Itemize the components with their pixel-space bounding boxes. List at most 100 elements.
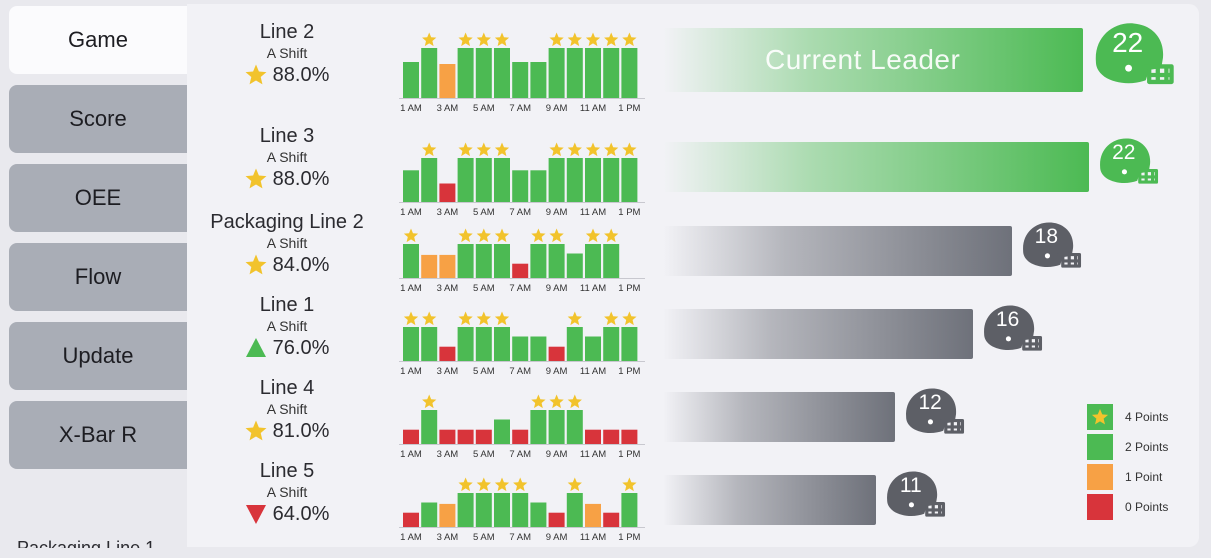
hour-bar (494, 48, 510, 98)
helmet-points-value: 22 (1112, 141, 1136, 165)
line-name: Line 4 (259, 377, 315, 399)
time-tick-label: 7 AM (509, 532, 531, 543)
hour-bar (457, 327, 474, 361)
hour-bar (585, 244, 601, 278)
star-icon (549, 228, 564, 243)
helmet-points-value: 18 (1034, 225, 1058, 249)
nav-button-update[interactable]: Update (9, 322, 187, 390)
hour-bar (566, 48, 583, 98)
star-icon (245, 420, 267, 441)
time-tick-label: 3 AM (437, 532, 459, 543)
nav-button-game[interactable]: Game (9, 6, 187, 74)
points-bar (663, 142, 1089, 192)
hour-bar (530, 244, 547, 278)
legend-item: 0 Points (1087, 494, 1199, 520)
star-icon (567, 477, 582, 492)
hour-bar (530, 62, 547, 98)
line-score-value: 81.0% (272, 420, 330, 442)
line-score-value: 64.0% (272, 503, 330, 525)
helmet-points-value: 22 (1112, 26, 1144, 58)
time-tick-label: 7 AM (509, 207, 531, 218)
hour-bar (475, 327, 492, 361)
line-score: 88.0% (187, 166, 387, 192)
game-board: Line 2 A Shift 88.0% 1 AM 3 AM 5 AM 7 AM 9 AM 11… (187, 4, 1199, 547)
helmet-points-value: 16 (995, 308, 1020, 332)
hour-bar (403, 244, 419, 278)
hour-bar (621, 327, 638, 361)
hour-bar (548, 410, 565, 444)
hour-bar (475, 158, 492, 202)
points-bar (663, 226, 1012, 276)
time-tick-label: 5 AM (473, 366, 495, 377)
line-info: Line 5 A Shift 64.0% (187, 459, 387, 527)
time-tick-label: 9 AM (546, 532, 568, 543)
star-icon (622, 32, 637, 47)
star-icon (476, 477, 491, 492)
time-tick-label: 9 AM (546, 207, 568, 218)
star-icon (567, 32, 582, 47)
hour-bar (403, 327, 419, 361)
hour-bar (603, 48, 620, 98)
time-tick-label: 1 PM (618, 207, 640, 218)
hour-bar (530, 336, 547, 361)
line-row: Line 2 A Shift 88.0% 1 AM 3 AM 5 AM 7 AM 9 AM 11… (187, 20, 1199, 114)
legend-label: 4 Points (1125, 410, 1169, 424)
star-icon (513, 477, 528, 492)
star-icon (476, 311, 491, 326)
hour-bar (494, 327, 510, 361)
nav-button-oee[interactable]: OEE (9, 164, 187, 232)
hourly-points-chart: 1 AM 3 AM 5 AM 7 AM 9 AM 11 AM 1 PM (399, 32, 645, 114)
nav-button-score[interactable]: Score (9, 85, 187, 153)
hour-bar (512, 429, 529, 444)
sidebar-nav: Game Score OEE Flow Update X-Bar R (0, 0, 190, 558)
line-shift: A Shift (266, 401, 308, 417)
hour-bar (457, 429, 474, 444)
hour-bar (548, 48, 565, 98)
hour-bar (548, 244, 565, 278)
time-tick-label: 5 AM (473, 207, 495, 218)
nav-button-x-bar-r[interactable]: X-Bar R (9, 401, 187, 469)
star-icon (604, 32, 619, 47)
time-tick-label: 7 AM (509, 103, 531, 114)
hour-bar (457, 48, 474, 98)
star-icon (458, 477, 473, 492)
nav-button-flow[interactable]: Flow (9, 243, 187, 311)
time-tick-label: 9 AM (546, 449, 568, 460)
time-tick-label: 7 AM (509, 366, 531, 377)
star-icon (531, 228, 546, 243)
time-tick-label: 1 AM (400, 283, 422, 294)
hour-bar (421, 254, 438, 278)
helmet-icon: 22 (1089, 20, 1175, 89)
line-shift: A Shift (266, 484, 308, 500)
time-tick-label: 11 AM (580, 283, 606, 294)
line-name: Line 2 (259, 21, 315, 43)
hour-bar (566, 158, 583, 202)
star-icon (531, 394, 546, 409)
hour-bar (457, 244, 474, 278)
star-icon (458, 311, 473, 326)
time-tick-label: 1 PM (618, 103, 640, 114)
hour-bar (512, 336, 529, 361)
time-tick-label: 1 AM (400, 449, 422, 460)
time-tick-label: 3 AM (437, 366, 459, 377)
star-icon (549, 394, 564, 409)
star-icon (494, 228, 510, 243)
star-icon (458, 228, 473, 243)
points-bar (663, 309, 973, 359)
hourly-points-chart: 1 AM 3 AM 5 AM 7 AM 9 AM 11 AM 1 PM (399, 311, 645, 377)
hour-bar (621, 493, 638, 527)
time-tick-label: 3 AM (437, 103, 459, 114)
time-tick-label: 5 AM (473, 532, 495, 543)
star-icon (422, 142, 437, 157)
hour-bar (403, 512, 419, 527)
star-icon (622, 477, 637, 492)
star-icon (422, 32, 437, 47)
line-shift: A Shift (266, 45, 308, 61)
hour-bar (621, 158, 638, 202)
time-tick-label: 11 AM (580, 366, 606, 377)
hour-bar (512, 170, 529, 202)
hour-bar (603, 244, 620, 278)
time-tick-label: 9 AM (546, 366, 568, 377)
star-icon (476, 32, 491, 47)
points-bar (663, 475, 876, 525)
